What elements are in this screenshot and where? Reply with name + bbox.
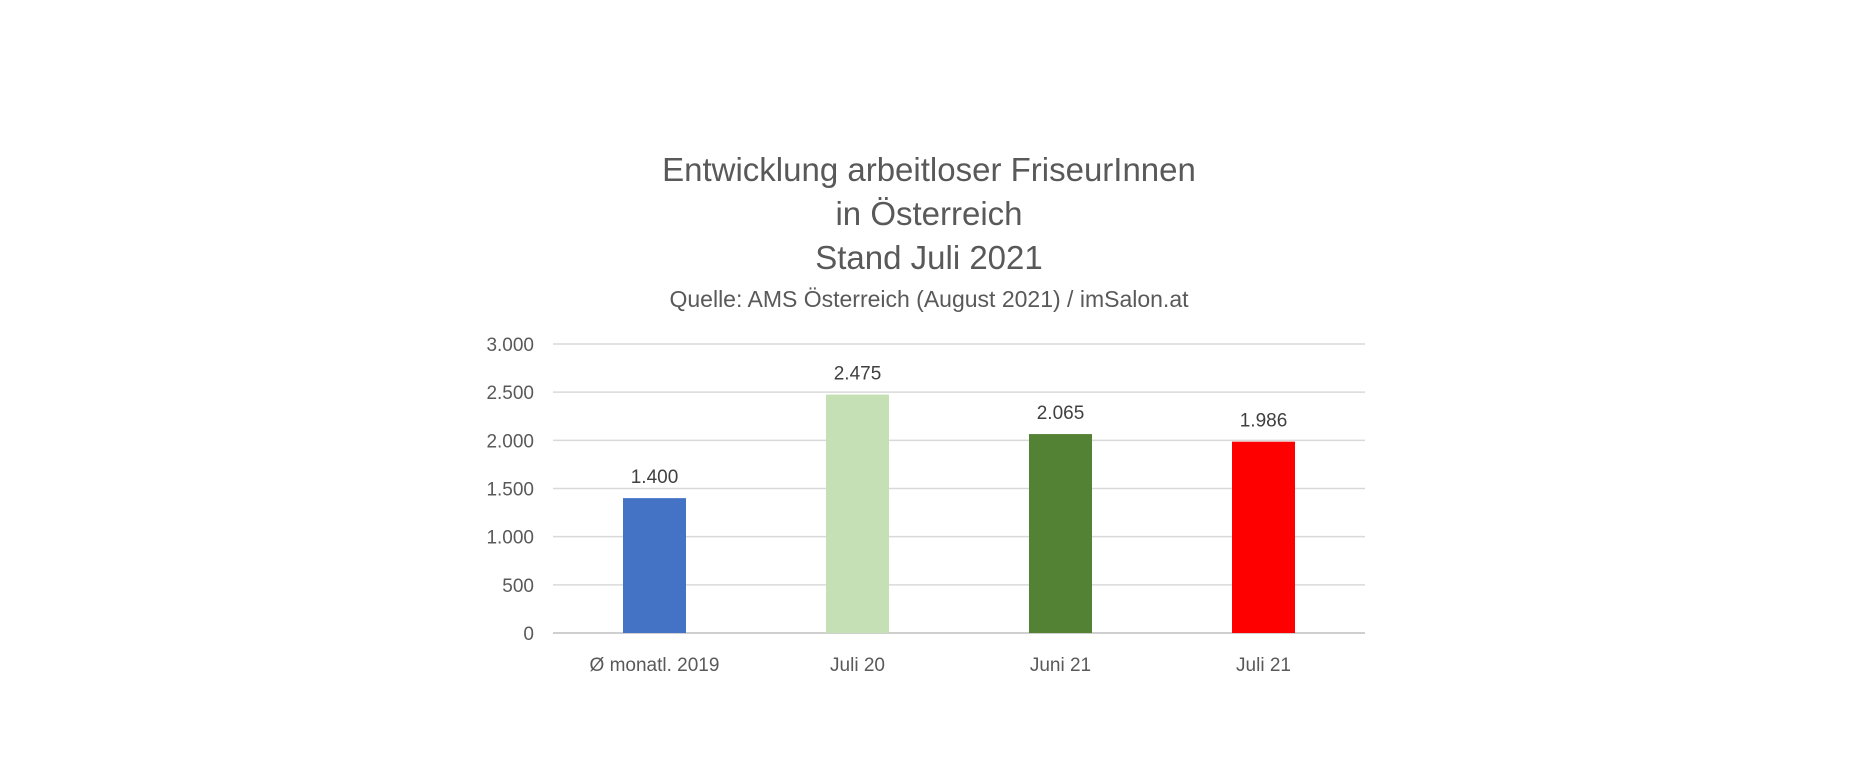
y-tick-label: 500 [502,576,534,597]
gridlines [553,343,1365,634]
chart-title-line-1: Entwicklung arbeitloser FriseurInnen [662,151,1196,188]
data-label: 2.065 [1037,403,1085,424]
y-tick-label: 2.000 [486,431,534,452]
x-tick-label: Juni 21 [1030,655,1091,676]
chart-title-line-2: in Österreich [835,195,1022,232]
bar [623,498,686,633]
y-tick-label: 0 [523,624,534,645]
y-tick-label: 1.000 [486,528,534,549]
bar [1029,434,1092,633]
y-tick-label: 1.500 [486,480,534,501]
bars [623,394,1295,633]
data-label: 1.986 [1240,411,1288,432]
bar [1232,441,1295,633]
y-axis-tick-labels: 0 500 1.000 1.500 2.000 2.500 3.000 [486,335,534,645]
bar [826,394,889,633]
data-label: 2.475 [834,364,882,385]
y-tick-label: 2.500 [486,383,534,404]
chart-subtitle: Quelle: AMS Österreich (August 2021) / i… [669,286,1189,312]
y-tick-label: 3.000 [486,335,534,356]
x-axis-tick-labels: Ø monatl. 2019 Juli 20 Juni 21 Juli 21 [590,655,1291,676]
chart-title: Entwicklung arbeitloser FriseurInnen in … [662,151,1196,276]
data-labels: 1.400 2.475 2.065 1.986 [631,364,1288,489]
x-tick-label: Ø monatl. 2019 [590,655,720,676]
x-tick-label: Juli 21 [1236,655,1291,676]
data-label: 1.400 [631,467,679,488]
x-tick-label: Juli 20 [830,655,885,676]
chart-title-line-3: Stand Juli 2021 [815,239,1043,276]
